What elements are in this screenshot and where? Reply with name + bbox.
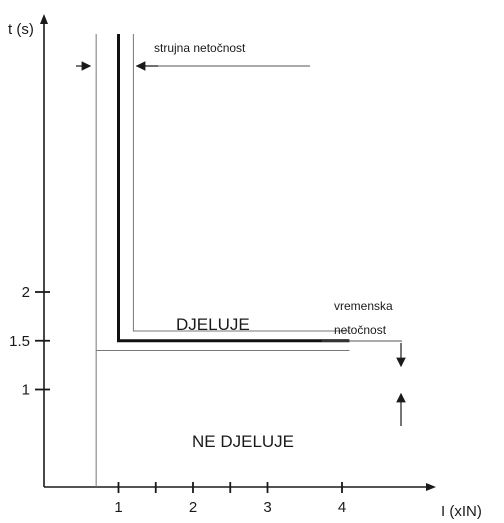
- region-label-no-operate: NE DJELUJE: [192, 432, 294, 451]
- y-tick-label: 1: [22, 382, 30, 399]
- region-label-operate: DJELUJE: [176, 315, 250, 334]
- y-tick-label: 1.5: [9, 333, 30, 350]
- axis-ticks: 1 2 3 4 1 1.5 2: [9, 284, 346, 516]
- x-tick-label: 2: [189, 499, 197, 516]
- x-axis-arrow-icon: [426, 483, 436, 491]
- x-axis-label: I (xIN): [441, 503, 482, 520]
- series-tolerance-lower: [95, 34, 350, 487]
- x-tick-label: 1: [114, 499, 122, 516]
- time-tolerance-label-line1: vremenska: [334, 299, 393, 313]
- x-tick-label: 4: [338, 499, 346, 516]
- series-characteristic: [117, 34, 350, 343]
- x-tick-label: 3: [263, 499, 271, 516]
- y-axis-label: t (s): [8, 21, 34, 38]
- series-group: [95, 34, 350, 487]
- y-tick-label: 2: [22, 284, 30, 301]
- y-axis-arrow-icon: [40, 14, 48, 24]
- series-tolerance-upper: [132, 34, 350, 332]
- time-tolerance-label-line2: netočnost: [334, 323, 387, 337]
- current-tolerance-label: strujna netočnost: [154, 41, 246, 55]
